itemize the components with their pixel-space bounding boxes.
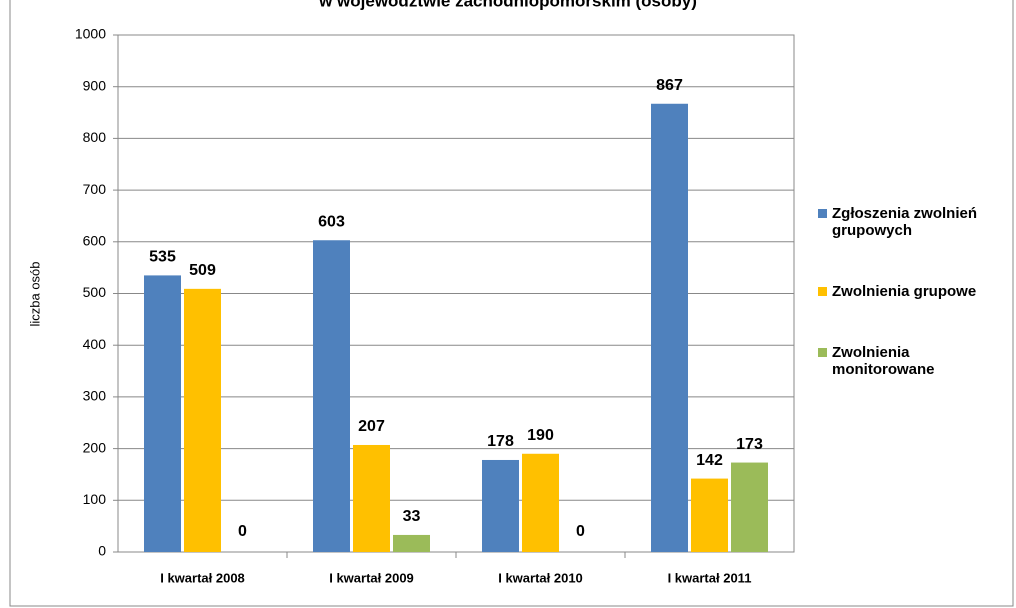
legend-label: Zwolnienia monitorowane xyxy=(832,344,935,378)
data-label: 509 xyxy=(189,262,216,279)
x-tick-label: I kwartał 2010 xyxy=(498,570,583,585)
legend-item: Zwolnienia grupowe xyxy=(818,283,1008,300)
data-label: 0 xyxy=(576,523,585,540)
data-label: 173 xyxy=(736,436,763,453)
y-tick-label: 100 xyxy=(83,491,107,507)
legend-label: Zgłoszenia zwolnień grupowych xyxy=(832,205,978,239)
legend-swatch xyxy=(818,287,827,296)
data-label: 0 xyxy=(238,523,247,540)
y-tick-label: 0 xyxy=(98,543,106,559)
bar xyxy=(651,103,688,553)
y-tick-label: 700 xyxy=(83,181,107,197)
x-tick-label: I kwartał 2009 xyxy=(329,570,414,585)
y-axis-label: liczba osób xyxy=(27,261,42,326)
legend-label: Zwolnienia grupowe xyxy=(832,283,977,300)
bar xyxy=(313,240,350,552)
data-label: 603 xyxy=(318,213,345,230)
bar xyxy=(353,444,390,552)
data-label: 535 xyxy=(149,249,176,266)
y-tick-label: 500 xyxy=(83,284,107,300)
y-tick-label: 1000 xyxy=(75,26,106,42)
legend: Zgłoszenia zwolnień grupowych Zwolnienia … xyxy=(818,205,1008,422)
legend-item: Zgłoszenia zwolnień grupowych xyxy=(818,205,1008,239)
legend-swatch xyxy=(818,348,827,357)
legend-swatch xyxy=(818,209,827,218)
y-tick-label: 300 xyxy=(83,388,107,404)
bar xyxy=(393,534,430,552)
y-tick-label: 200 xyxy=(83,439,107,455)
data-label: 190 xyxy=(527,427,554,444)
chart-border xyxy=(9,0,1014,607)
bar xyxy=(522,453,559,552)
data-label: 207 xyxy=(358,418,385,435)
x-tick-label: I kwartał 2008 xyxy=(160,570,245,585)
data-label: 178 xyxy=(487,433,514,450)
data-label: 33 xyxy=(403,508,421,525)
bar xyxy=(482,459,519,552)
chart-title: w województwie zachodniopomorskim (osoby… xyxy=(318,0,697,10)
data-label: 142 xyxy=(696,452,723,469)
bar xyxy=(144,275,181,552)
y-tick-label: 400 xyxy=(83,336,107,352)
x-tick-label: I kwartał 2011 xyxy=(668,570,752,585)
bar xyxy=(691,478,728,552)
legend-item: Zwolnienia monitorowane xyxy=(818,344,1008,378)
y-tick-label: 800 xyxy=(83,129,107,145)
y-tick-label: 900 xyxy=(83,77,107,93)
y-tick-label: 600 xyxy=(83,233,107,249)
bar xyxy=(184,288,221,552)
bar xyxy=(731,462,768,552)
data-label: 867 xyxy=(656,77,683,94)
